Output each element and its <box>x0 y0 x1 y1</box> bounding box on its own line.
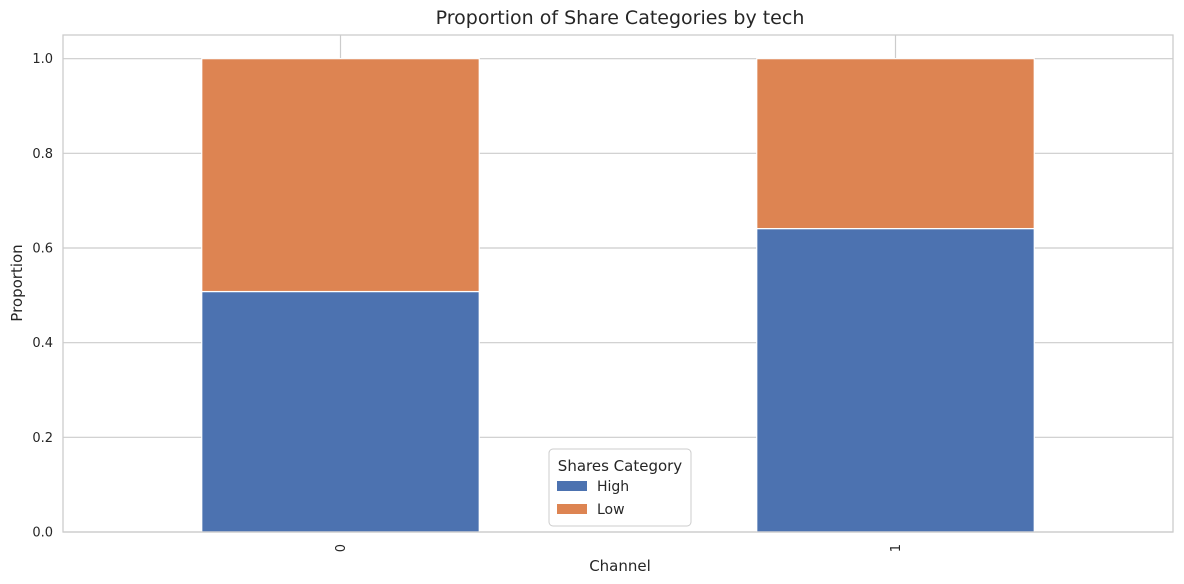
bar-segment-high-1 <box>756 227 1035 533</box>
y-tick-label: 0.4 <box>32 336 53 351</box>
legend-swatch-high <box>557 481 587 491</box>
x-tick-label: 1 <box>889 544 904 552</box>
legend: Shares Category High Low <box>548 448 692 527</box>
y-tick-label: 0.2 <box>32 431 53 446</box>
y-tick-labels: 0.0 0.2 0.4 0.6 0.8 1.0 <box>32 52 53 540</box>
bars <box>201 58 1035 533</box>
legend-swatch-low <box>557 504 587 514</box>
legend-label-high: High <box>597 479 629 495</box>
chart-title: Proportion of Share Categories by tech <box>436 7 805 29</box>
legend-items: High Low <box>557 479 629 518</box>
plot-frame <box>62 34 1174 533</box>
legend-label-low: Low <box>597 502 625 518</box>
y-axis-label: Proportion <box>8 244 26 321</box>
x-axis-label: Channel <box>589 557 651 575</box>
bar-segment-low-0 <box>201 58 480 293</box>
y-tick-label: 0.8 <box>32 147 53 162</box>
y-tick-label: 0.0 <box>32 526 53 541</box>
y-tick-label: 0.6 <box>32 242 53 257</box>
bar-segment-high-0 <box>201 290 480 533</box>
bar-segment-low-1 <box>756 58 1035 230</box>
legend-title: Shares Category <box>558 457 683 475</box>
y-tick-label: 1.0 <box>32 52 53 67</box>
x-tick-label: 0 <box>334 544 349 552</box>
